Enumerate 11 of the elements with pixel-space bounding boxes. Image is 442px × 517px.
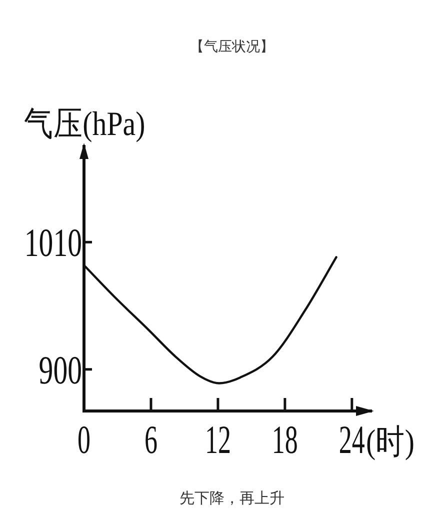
title: 【气压状况】 bbox=[190, 38, 274, 54]
x-tick: 12 bbox=[204, 418, 231, 462]
y-label: 气压(hPa) bbox=[24, 104, 146, 143]
x-tick: 18 bbox=[272, 418, 298, 462]
y-tick: 900 bbox=[38, 348, 82, 393]
annotation: 先下降，再上升 bbox=[180, 490, 284, 507]
x-tick: 0 bbox=[78, 418, 90, 462]
x-label: (时) bbox=[366, 422, 415, 461]
x-tick: 6 bbox=[144, 418, 158, 462]
y-tick: 1010 bbox=[24, 220, 82, 266]
x-tick: 24 bbox=[338, 418, 365, 462]
